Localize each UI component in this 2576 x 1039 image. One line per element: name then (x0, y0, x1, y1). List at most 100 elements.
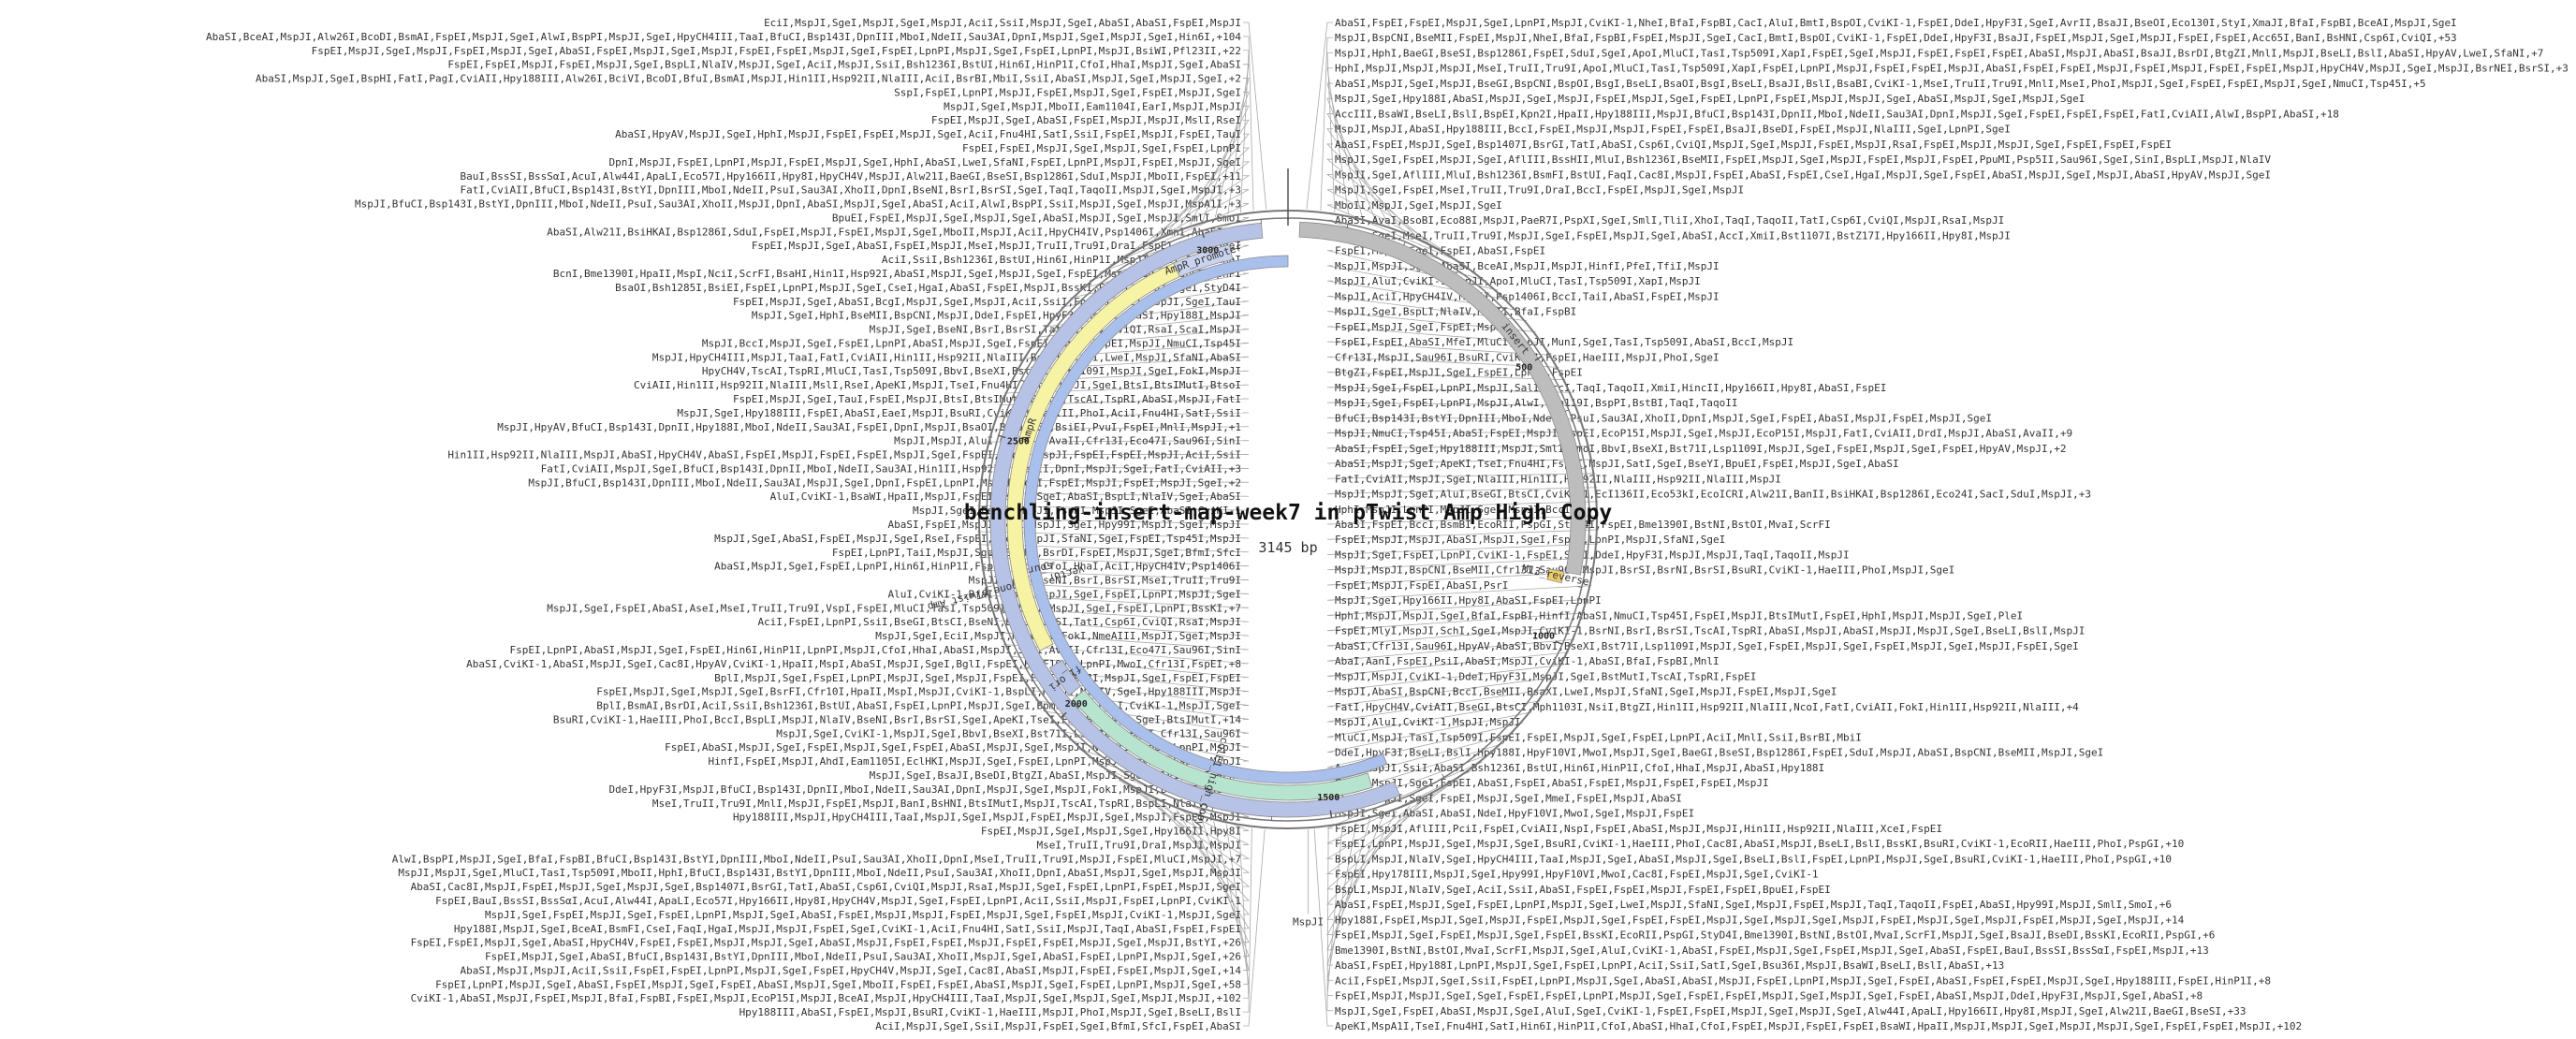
feature-source[interactable] (1023, 255, 1388, 784)
site-label[interactable]: Bme1390I,BstNI,BstOI,MvaI,ScrFI,MspJI,Sg… (1335, 944, 2209, 957)
site-label[interactable]: BtgZI,FspEI,MspJI,SgeI,FspEI,LpnPI,FspEI (1335, 367, 1583, 379)
site-label[interactable]: MspJI,BccI,MspJI,SgeI,FspEI,LpnPI,AbaSI,… (702, 337, 1241, 349)
site-label[interactable]: MspJI,SgeI,AflIII,MluI,Bsh1236I,BsmFI,Bs… (1335, 168, 2271, 181)
site-label[interactable]: BplI,BsmAI,BsrDI,AciI,SsiI,Bsh1236I,BstU… (596, 700, 1241, 712)
site-label[interactable]: MspJI,SgeI,FspEI,AbaSI,MspJI,SgeI,AluI,S… (1335, 1005, 2247, 1017)
site-label[interactable]: MspJI,SgeI,HphI,BseMII,BspCNI,MspJI,DdeI… (752, 310, 1241, 322)
site-label[interactable]: MspJI,SgeI,FspEI,LpnPI,MspJI,SalI,AccI,T… (1335, 382, 1886, 394)
site-label[interactable]: Hpy188III,MspJI,HpyCH4III,TaaI,MspJI,Sge… (733, 812, 1241, 824)
site-label[interactable]: AbaSI,MspJI,SgeI,FspEI,LpnPI,Hin6I,HinP1… (714, 561, 1241, 573)
site-label[interactable]: MspJI,SgeI,BspLI,NlaIV,MboII,BfaI,FspBI (1335, 306, 1576, 318)
site-label[interactable]: FspEI,MspJI,SgeI,AbaSI,BfuCI,Bsp143I,Bst… (485, 951, 1241, 963)
site-label[interactable]: AbaSI,FspEI,MspJI,SgeI,MspJI,SgeI,Hpy99I… (888, 519, 1242, 531)
site-label[interactable]: MspJI,SgeI,CviKI-1,MspJI,SgeI,BbvI,BseXI… (776, 727, 1241, 739)
site-label[interactable]: MspJI,HphI,BaeGI,BseSI,Bsp1286I,FspEI,Sd… (1335, 47, 2543, 59)
site-label[interactable]: Hpy188III,AbaSI,FspEI,MspJI,BsuRI,CviKI-… (739, 1006, 1241, 1018)
site-label[interactable]: MspJI,BfuCI,Bsp143I,BstYI,DpnIII,MboI,Nd… (355, 198, 1241, 211)
site-label[interactable]: FspEI,MspJI,SgeI,MspJI,SgeI,Hpy166II,Hpy… (981, 826, 1241, 838)
site-label[interactable]: MspJI,SgeI,Hpy188III,FspEI,AbaSI,EaeI,Ms… (677, 407, 1241, 419)
site-label[interactable]: DdeI,HpyF3I,MspJI,BfuCI,Bsp143I,DpnII,Mb… (608, 783, 1241, 796)
site-label[interactable]: FspEI,MspJI,SgeI,MspJI,SgeI,BsrFI,Cfr10I… (596, 686, 1241, 698)
site-label[interactable]: MspJI,SgeI,FspEI,AbaSI,AseI,MseI,TruII,T… (547, 602, 1241, 614)
feature-f1_ori[interactable] (1048, 659, 1082, 696)
site-label[interactable]: AbaSI,FspEI,FspEI,MspJI,SgeI,LpnPI,MspJI… (1335, 17, 2457, 29)
site-label[interactable]: AbaSI,MspJI,SgeI,MspJI,BseGI,BspCNI,BspO… (1335, 78, 2426, 90)
site-label[interactable]: MspJI,AluI,CviKI-1,MspJI,MspJI (1335, 716, 1521, 728)
feature-ori[interactable] (1072, 689, 1373, 801)
site-label[interactable]: Hin1II,Hsp92II,NlaIII,MspJI,AbaSI,HpyCH4… (447, 449, 1241, 461)
site-label[interactable]: MspJI,BfuCI,Bsp143I,DpnIII,MboI,NdeII,Sa… (528, 476, 1241, 489)
site-label[interactable]: MspJI,SgeI,MspJI,MboII,Eam1104I,EarI,Msp… (944, 100, 1241, 112)
site-label[interactable]: AbaSI,HpyAV,MspJI,SgeI,HphI,MspJI,FspEI,… (615, 128, 1241, 140)
site-label[interactable]: MspJI,MspJI,SgeI,AbaSI,BceAI,MspJI,MspJI… (1335, 260, 1720, 272)
site-label[interactable]: MspJI,SgeI,AbaSI,AbaSI,NdeI,HpyF10VI,Mwo… (1335, 808, 1694, 820)
site-label[interactable]: HpyCH4V,TscAI,TspRI,MluCI,TasI,Tsp509I,B… (702, 365, 1241, 377)
site-label[interactable]: BplI,MspJI,SgeI,FspEI,LpnPI,MspJI,SgeI,M… (714, 672, 1241, 684)
site-label[interactable]: FspEI,MspJI,SgeI,AbaSI,FspEI,MspJI,MseI,… (752, 240, 1241, 252)
site-label[interactable]: SspI,FspEI,LpnPI,MspJI,FspEI,MspJI,SgeI,… (894, 86, 1241, 98)
site-label[interactable]: MspJI,MspJI,SgeI,AluI,BseGI,BtsCI,CviKI-… (1335, 489, 2091, 501)
site-label[interactable]: MspJI,MspJI,SgeI,MluCI,TasI,Tsp509I,MboI… (398, 867, 1241, 879)
site-label[interactable]: MspJI,MspJI,BspCNI,BseMII,Cfr13I,Sau96I,… (1335, 564, 1954, 577)
site-label[interactable]: AbaSI,FspEI,MspJI,SgeI,Bsp1407I,BsrGI,Ta… (1335, 139, 2172, 151)
site-label[interactable]: AbaSI,FspEI,Hpy188I,LpnPI,MspJI,SgeI,Fsp… (1335, 959, 2004, 972)
site-label[interactable]: FspEI,LpnPI,MspJI,SgeI,MspJI,SgeI,BsuRI,… (1335, 838, 2184, 850)
site-label[interactable]: HphI,MspJI,LpnPI,MspJI,SgeI,MspJI,BccI (1335, 504, 1571, 516)
site-label[interactable]: FspEI,FspEI,MspJI,SgeI,AbaSI,HpyCH4V,Fsp… (411, 937, 1241, 949)
site-label[interactable]: BpuEI,FspEI,MspJI,SgeI,MspJI,SgeI,AbaSI,… (832, 212, 1241, 224)
site-label[interactable]: BsaOI,Bsh1285I,BsiEI,FspEI,LpnPI,MspJI,S… (615, 282, 1241, 294)
site-label[interactable]: AbaSI,AvaI,BsoBI,Eco88I,MspJI,PaeR7I,Psp… (1335, 214, 2004, 227)
site-label[interactable]: MspJI,AciI,HpyCH4IV,MspJI,Psp1406I,BccI,… (1335, 290, 1720, 302)
site-label[interactable]: FspEI,MspJI,MspJI,SgeI,SgeI,FspEI,FspEI,… (1335, 990, 2203, 1002)
site-label[interactable]: FspEI,FspEI,MspJI,SgeI,MspJI,SgeI,FspEI,… (962, 142, 1241, 154)
site-label[interactable]: AciI,MspJI,SsiI,AbaSI,Bsh1236I,BstUI,Hin… (1335, 762, 1824, 774)
site-label[interactable]: AbaSI,Alw21I,BsiHKAI,Bsp1286I,SduI,FspEI… (547, 226, 1241, 238)
site-label[interactable]: EciI,MspJI,SgeI,MspJI,SgeI,MspJI,AciI,Ss… (764, 17, 1241, 29)
site-label[interactable]: AbaSI,MspJI,SgeI,ApeKI,TseI,Fnu4HI,FspEI… (1335, 458, 1899, 470)
site-label[interactable]: AbaSI,FspEI,SgeI,Hpy188III,MspJI,SmlI,Sm… (1335, 443, 2066, 455)
site-label[interactable]: FspEI,Hpy178III,MspJI,SgeI,Hpy99I,HpyF10… (1335, 869, 1819, 881)
site-label[interactable]: FspEI,MspJI,SgeI,AbaSI,FspEI,MspJI,MspJI… (931, 114, 1241, 126)
site-label[interactable]: MseI,TruII,Tru9I,DraI,MspJI,MspJI (1036, 839, 1241, 851)
site-label[interactable]: BcnI,Bme1390I,HpaII,MspI,NciI,ScrFI,BsaH… (553, 268, 1241, 280)
site-label[interactable]: MspJI,SgeI,FspEI,MspJI,SgeI,AflIII,BssHI… (1335, 154, 2271, 166)
site-label[interactable]: FspEI,MspJI,MspJI,AbaSI,MspJI,SgeI,FspEI… (1335, 534, 1725, 546)
site-label[interactable]: Hpy188I,MspJI,SgeI,BceAI,BsmFI,CseI,FaqI… (454, 923, 1241, 935)
site-label[interactable]: MspJI,AluI,CviKI-1,MspJI,ApoI,MluCI,TasI… (1335, 275, 1701, 287)
site-label[interactable]: FspEI,MspJI,SgeI,FspEI,MspJI,SgeI,FspEI,… (1335, 929, 2215, 942)
site-label[interactable]: AbaSI,BceAI,MspJI,Alw26I,BcoDI,BsmAI,Fsp… (206, 31, 1241, 43)
site-label[interactable]: FspEI,FspEI,MspJI,FspEI,MspJI,SgeI,BspLI… (447, 59, 1241, 71)
site-label[interactable]: MseI,TruII,Tru9I,MnlI,MspJI,FspEI,MspJI,… (652, 798, 1241, 810)
site-label[interactable]: BfuCI,Bsp143I,BstYI,DpnIII,MboI,NdeII,Ps… (1335, 412, 1992, 424)
site-label[interactable]: FatI,HpyCH4V,CviAII,BseGI,BtsCI,Mph1103I… (1335, 701, 2079, 713)
site-label[interactable]: FspEI,LpnPI,MspJI,SgeI,AbaSI,FspEI,MspJI… (435, 978, 1241, 990)
site-label[interactable]: AbaSI,Cac8I,MspJI,FspEI,MspJI,SgeI,MspJI… (411, 881, 1241, 893)
site-label[interactable]: MspJI,SgeI,FspEI,MseI,TruII,Tru9I,DraI,B… (1335, 184, 1744, 197)
site-label[interactable]: FspEI,BauI,BssSI,BssSαI,AcuI,Alw44I,ApaL… (435, 895, 1241, 907)
site-label[interactable]: DpnI,MspJI,FspEI,LpnPI,MspJI,FspEI,MspJI… (608, 156, 1241, 168)
site-label[interactable]: CviAII,Hin1II,Hsp92II,NlaIII,MslI,RseI,A… (634, 379, 1241, 391)
site-label[interactable]: MspJI (1293, 915, 1324, 928)
site-label[interactable]: MboII,MspJI,SgeI,MspJI,SgeI (1335, 199, 1502, 212)
site-label[interactable]: AluI,CviKI-1,BfaI,FspBI,MspJI,SgeI,FspEI… (888, 588, 1242, 600)
site-label[interactable]: FatI,CviAII,BfuCI,Bsp143I,BstYI,DpnIII,M… (461, 184, 1241, 197)
feature-AmpR_promoter[interactable] (1173, 244, 1234, 278)
site-label[interactable]: MspJI,HpyAV,BfuCI,Bsp143I,DpnII,Hpy188I,… (497, 421, 1241, 433)
site-label[interactable]: MspJI,HpyCH4III,MspJI,TaaI,FatI,CviAII,H… (652, 351, 1241, 363)
feature-insert[interactable] (1298, 221, 1587, 576)
site-label[interactable]: HphI,MspJI,MspJI,MspJI,MseI,TruII,Tru9I,… (1335, 63, 2569, 75)
site-label[interactable]: MspJI,SgeI,Hpy188I,AbaSI,MspJI,SgeI,MspJ… (1335, 93, 2085, 105)
site-label[interactable]: CviKI-1,AbaSI,MspJI,FspEI,MspJI,BfaI,Fsp… (411, 992, 1241, 1004)
site-label[interactable]: MspJI,SgeI,Hpy166II,Hpy8I,AbaSI,FspEI,Lp… (1335, 594, 1602, 607)
site-label[interactable]: AccIII,BsaWI,BseLI,BslI,BspEI,Kpn2I,HpaI… (1335, 108, 2339, 120)
site-label[interactable]: BauI,BssSI,BssSαI,AcuI,Alw44I,ApaLI,Eco5… (461, 170, 1241, 183)
site-label[interactable]: AciI,FspEI,LpnPI,SsiI,BseGI,BtsCI,BseNI,… (757, 616, 1241, 628)
site-label[interactable]: BspLI,MspJI,NlaIV,SgeI,HpyCH4III,TaaI,Ms… (1335, 853, 2172, 865)
site-label[interactable]: FspEI,LpnPI,AbaSI,MspJI,SgeI,FspEI,Hin6I… (510, 644, 1241, 656)
site-label[interactable]: FspEI,MlyI,MspJI,SchI,SgeI,MspJI,CviKI-1… (1335, 625, 2085, 637)
site-label[interactable]: FspEI,MspJI,SgeI,FspEI,AbaSI,FspEI,AbaSI… (1335, 777, 1769, 789)
feature-M13_rev[interactable] (1546, 568, 1565, 584)
site-label[interactable]: AciI,MspJI,SgeI,SsiI,MspJI,FspEI,SgeI,Bf… (875, 1020, 1241, 1032)
site-label[interactable]: AciI,FspEI,MspJI,SgeI,SsiI,FspEI,LpnPI,M… (1335, 974, 2271, 987)
site-label[interactable]: FspEI,MspJI,SgeI,FspEI,MspJI (1335, 321, 1508, 333)
